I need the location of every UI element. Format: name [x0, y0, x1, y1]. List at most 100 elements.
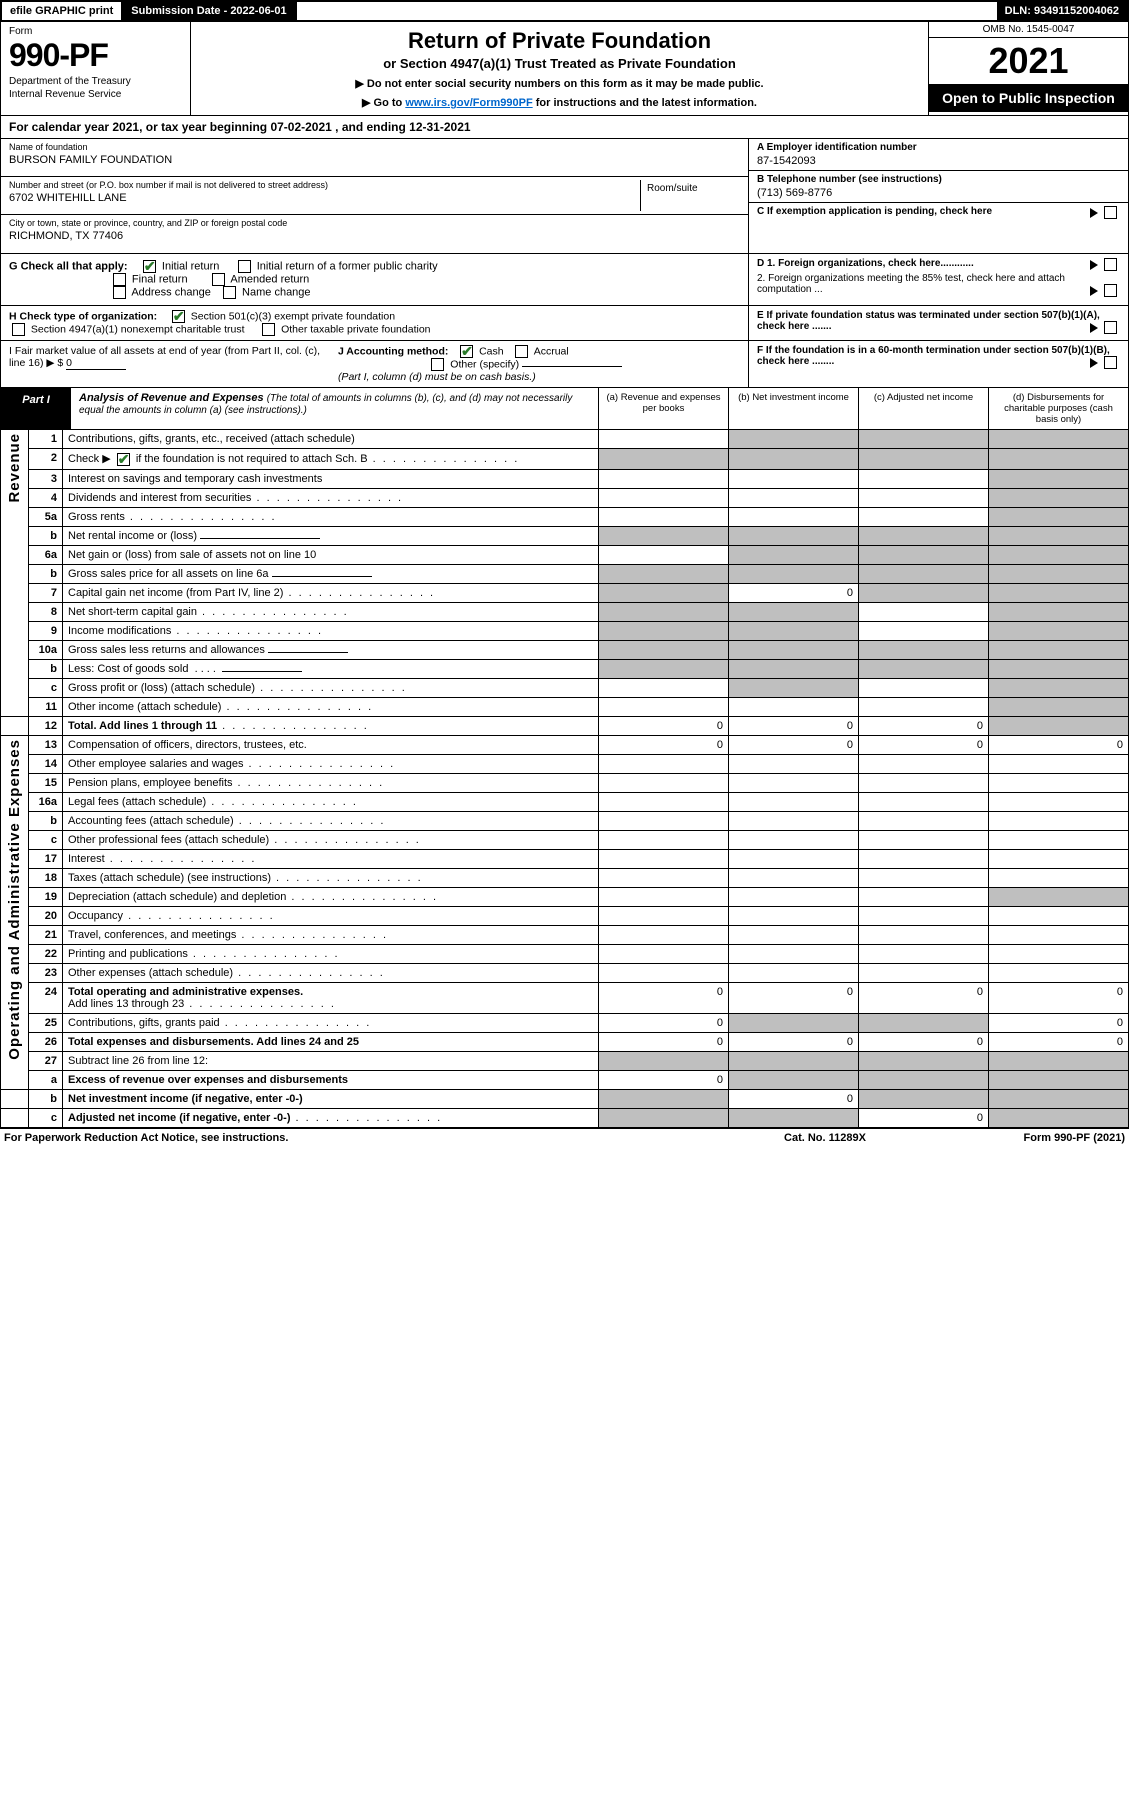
i-label: I Fair market value of all assets at end… — [9, 345, 320, 369]
schb-checkbox[interactable] — [117, 453, 130, 466]
j-other-blank — [522, 366, 622, 367]
line-desc: Subtract line 26 from line 12: — [63, 1051, 599, 1070]
f-checkbox[interactable] — [1104, 356, 1117, 369]
name-cell: Name of foundation BURSON FAMILY FOUNDAT… — [1, 139, 748, 177]
line-num: 14 — [29, 754, 63, 773]
line-desc: Other professional fees (attach schedule… — [63, 830, 599, 849]
line-num: b — [29, 659, 63, 678]
e-label: E If private foundation status was termi… — [757, 310, 1100, 332]
line-num: 27 — [29, 1051, 63, 1070]
table-row: bLess: Cost of goods sold . . . . — [1, 659, 1129, 678]
f-section: F If the foundation is in a 60-month ter… — [748, 341, 1128, 387]
line-desc: Contributions, gifts, grants, etc., rece… — [63, 430, 599, 449]
revenue-side-label: Revenue — [1, 430, 29, 716]
part1-label: Part I — [1, 388, 71, 429]
table-row: cOther professional fees (attach schedul… — [1, 830, 1129, 849]
d1-checkbox[interactable] — [1104, 258, 1117, 271]
table-row: bGross sales price for all assets on lin… — [1, 564, 1129, 583]
h-opt1: Section 501(c)(3) exempt private foundat… — [191, 310, 395, 322]
expenses-side-label: Operating and Administrative Expenses — [1, 735, 29, 1089]
efile-label[interactable]: efile GRAPHIC print — [2, 2, 123, 20]
note-ssn: ▶ Do not enter social security numbers o… — [201, 77, 918, 90]
e-checkbox[interactable] — [1104, 321, 1117, 334]
g-d-row: G Check all that apply: Initial return I… — [0, 254, 1129, 306]
line-num: 5a — [29, 507, 63, 526]
line-num: 1 — [29, 430, 63, 449]
h-501c3-checkbox[interactable] — [172, 310, 185, 323]
note-link: ▶ Go to www.irs.gov/Form990PF for instru… — [201, 96, 918, 109]
line-num: 15 — [29, 773, 63, 792]
page-footer: For Paperwork Reduction Act Notice, see … — [0, 1128, 1129, 1147]
cell-value: 0 — [599, 982, 729, 1013]
j-cash-checkbox[interactable] — [460, 345, 473, 358]
city-state-zip: RICHMOND, TX 77406 — [9, 230, 740, 242]
arrow-icon — [1090, 286, 1098, 296]
line-num: 24 — [29, 982, 63, 1013]
top-bar: efile GRAPHIC print Submission Date - 20… — [0, 0, 1129, 22]
d2-checkbox[interactable] — [1104, 284, 1117, 297]
g-addr: Address change — [131, 286, 211, 298]
final-return-checkbox[interactable] — [113, 273, 126, 286]
ij-f-row: I Fair market value of all assets at end… — [0, 341, 1129, 388]
g-name: Name change — [242, 286, 311, 298]
j-other-checkbox[interactable] — [431, 358, 444, 371]
table-row: 16aLegal fees (attach schedule) — [1, 792, 1129, 811]
cell-value: 0 — [729, 982, 859, 1013]
room-label: Room/suite — [647, 183, 698, 194]
j-note: (Part I, column (d) must be on cash basi… — [338, 371, 536, 383]
form-label: Form — [9, 26, 182, 37]
line-num: 16a — [29, 792, 63, 811]
h-4947-checkbox[interactable] — [12, 323, 25, 336]
part1-header: Part I Analysis of Revenue and Expenses … — [0, 388, 1129, 430]
j-accrual: Accrual — [534, 345, 569, 357]
line-desc: Net gain or (loss) from sale of assets n… — [63, 545, 599, 564]
g-label: G Check all that apply: — [9, 260, 128, 272]
line-desc: Gross rents — [63, 507, 599, 526]
form-number: 990-PF — [9, 37, 182, 74]
h-opt2: Section 4947(a)(1) nonexempt charitable … — [31, 323, 245, 335]
part1-title: Analysis of Revenue and Expenses — [79, 392, 264, 404]
name-change-checkbox[interactable] — [223, 286, 236, 299]
irs-link[interactable]: www.irs.gov/Form990PF — [405, 97, 532, 109]
info-grid: Name of foundation BURSON FAMILY FOUNDAT… — [0, 139, 1129, 254]
line-num: a — [29, 1070, 63, 1089]
info-left: Name of foundation BURSON FAMILY FOUNDAT… — [1, 139, 748, 253]
line-num: 17 — [29, 849, 63, 868]
footer-form: Form 990-PF (2021) — [925, 1132, 1125, 1144]
address-change-checkbox[interactable] — [113, 286, 126, 299]
j-cash: Cash — [479, 345, 504, 357]
table-row: 25Contributions, gifts, grants paid00 — [1, 1013, 1129, 1032]
c-checkbox[interactable] — [1104, 206, 1117, 219]
i-value: 0 — [66, 357, 126, 370]
line-num: 18 — [29, 868, 63, 887]
line-desc: Occupancy — [63, 906, 599, 925]
line-num: 8 — [29, 602, 63, 621]
table-row: 15Pension plans, employee benefits — [1, 773, 1129, 792]
line-num: 3 — [29, 469, 63, 488]
foundation-name: BURSON FAMILY FOUNDATION — [9, 154, 740, 166]
h-other-checkbox[interactable] — [262, 323, 275, 336]
table-row: aExcess of revenue over expenses and dis… — [1, 1070, 1129, 1089]
initial-return-checkbox[interactable] — [143, 260, 156, 273]
part1-table: Revenue 1 Contributions, gifts, grants, … — [0, 430, 1129, 1128]
line-num: b — [29, 526, 63, 545]
j-accrual-checkbox[interactable] — [515, 345, 528, 358]
table-row: 3Interest on savings and temporary cash … — [1, 469, 1129, 488]
amended-return-checkbox[interactable] — [212, 273, 225, 286]
table-row: cGross profit or (loss) (attach schedule… — [1, 678, 1129, 697]
line-num: 19 — [29, 887, 63, 906]
f-label: F If the foundation is in a 60-month ter… — [757, 345, 1110, 367]
cell-value: 0 — [859, 1108, 989, 1127]
table-row: 10aGross sales less returns and allowanc… — [1, 640, 1129, 659]
table-row: 12Total. Add lines 1 through 11000 — [1, 716, 1129, 735]
line-num: 22 — [29, 944, 63, 963]
line-num: 26 — [29, 1032, 63, 1051]
dept-irs: Internal Revenue Service — [9, 89, 182, 100]
line-num: 11 — [29, 697, 63, 716]
line-desc: Adjusted net income (if negative, enter … — [63, 1108, 599, 1127]
initial-former-checkbox[interactable] — [238, 260, 251, 273]
street-address: 6702 WHITEHILL LANE — [9, 192, 640, 204]
e-section: E If private foundation status was termi… — [748, 306, 1128, 340]
line-desc: Net short-term capital gain — [63, 602, 599, 621]
cell-value: 0 — [599, 1032, 729, 1051]
